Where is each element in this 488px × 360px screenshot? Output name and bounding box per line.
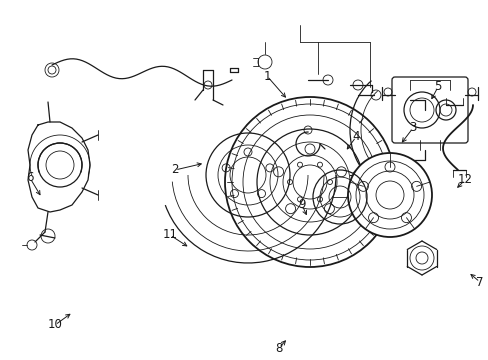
Text: 7: 7 bbox=[475, 275, 483, 288]
Text: 1: 1 bbox=[263, 69, 270, 82]
Text: 11: 11 bbox=[162, 229, 177, 242]
Text: 3: 3 bbox=[408, 121, 416, 135]
Text: 8: 8 bbox=[275, 342, 282, 355]
Text: 2: 2 bbox=[171, 163, 179, 176]
Circle shape bbox=[347, 153, 431, 237]
Text: 6: 6 bbox=[26, 171, 34, 184]
Text: 5: 5 bbox=[433, 81, 441, 94]
Text: 4: 4 bbox=[351, 130, 359, 144]
Text: 9: 9 bbox=[298, 198, 305, 211]
Text: 12: 12 bbox=[457, 174, 471, 186]
Text: 10: 10 bbox=[47, 319, 62, 332]
